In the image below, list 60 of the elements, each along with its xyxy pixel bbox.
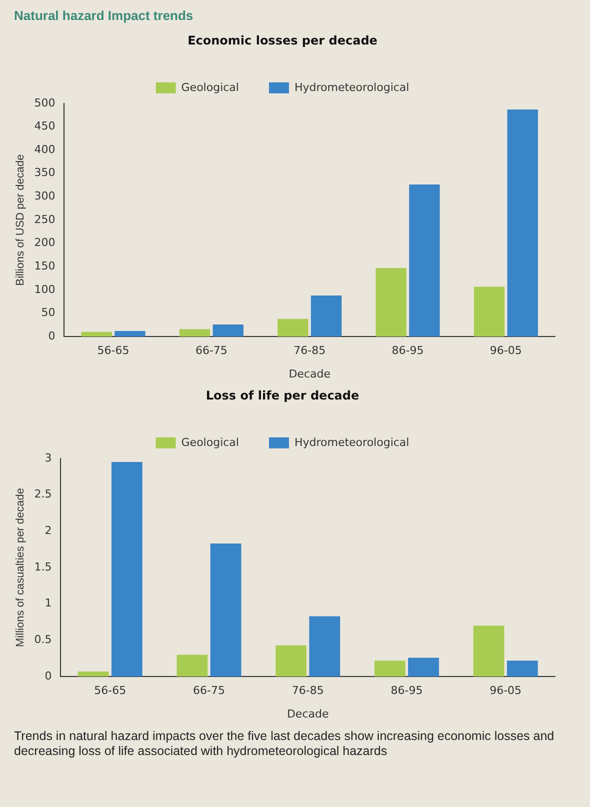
y-tick-label: 350 (34, 166, 56, 180)
x-tick-label: 66-75 (195, 344, 228, 358)
bar (473, 626, 504, 677)
y-tick-label: 3 (44, 451, 52, 464)
bar (210, 544, 242, 677)
y-axis-title: Millions of casualties per decade (14, 488, 27, 647)
y-tick-label: 0 (48, 329, 56, 342)
bar (78, 672, 109, 677)
y-tick-label: 1 (44, 596, 52, 610)
x-axis-title: Decade (286, 707, 329, 720)
x-tick-label: 86-95 (392, 344, 424, 358)
x-tick-label: 96-05 (490, 684, 522, 698)
bar (310, 296, 342, 337)
x-tick-label: 56-65 (97, 344, 130, 358)
bar (474, 286, 505, 337)
y-tick-label: 200 (34, 236, 56, 250)
bar (409, 184, 440, 337)
bar (111, 462, 142, 677)
bar (176, 654, 208, 677)
y-tick-label: 100 (34, 282, 56, 296)
y-tick-label: 400 (34, 142, 56, 156)
x-tick-label: 96-05 (490, 344, 522, 358)
y-tick-label: 150 (34, 260, 56, 272)
bar (81, 332, 112, 337)
x-axis-title: Decade (288, 367, 331, 380)
bar (507, 109, 538, 337)
y-tick-label: 50 (41, 306, 56, 320)
chart-title: Economic losses per decade (188, 33, 378, 48)
legend-label: Hydrometeorological (294, 436, 410, 449)
legend-label: Hydrometeorological (294, 80, 410, 94)
x-tick-label: 76-85 (292, 684, 324, 698)
legend-label: Geological (181, 436, 239, 449)
bar (309, 616, 340, 677)
bar (374, 660, 406, 677)
y-tick-label: 2.5 (34, 488, 52, 501)
bar (276, 645, 307, 677)
y-tick-label: 450 (34, 120, 56, 133)
chart-title: Loss of life per decade (206, 388, 360, 402)
bar (376, 268, 406, 337)
x-tick-label: 66-75 (193, 684, 225, 698)
legend-label: Geological (181, 80, 239, 94)
x-tick-label: 76-85 (294, 344, 326, 358)
x-tick-label: 86-95 (390, 684, 423, 698)
x-tick-label: 56-65 (94, 684, 126, 698)
y-axis-title: Billions of USD per decade (14, 154, 27, 286)
bar (212, 324, 244, 337)
bar (408, 658, 439, 677)
bar (114, 331, 146, 337)
text: Natural hazard Impact trends (13, 7, 194, 25)
y-tick-label: 0.5 (34, 633, 52, 646)
text: Trends in natural hazard impacts over the five last decades show increasing economic losses and decreasing loss of life associated with hydrometeorological hazards (13, 728, 556, 759)
y-tick-label: 2 (44, 524, 52, 537)
bar (179, 329, 210, 337)
y-tick-label: 300 (34, 190, 56, 203)
y-tick-label: 0 (44, 669, 52, 682)
y-tick-label: 1.5 (34, 560, 52, 574)
bar (278, 318, 308, 337)
y-tick-label: 500 (34, 96, 56, 110)
y-tick-label: 250 (34, 212, 56, 226)
bar (506, 660, 538, 677)
